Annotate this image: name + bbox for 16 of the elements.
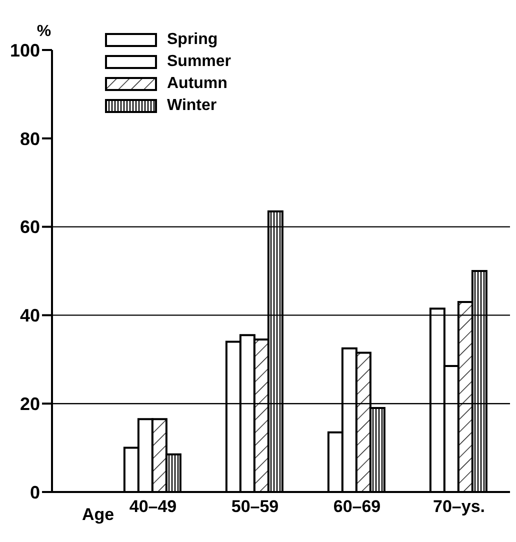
legend-label: Spring	[167, 31, 218, 49]
x-tick-label: 50–59	[231, 497, 279, 516]
legend-label: Winter	[167, 97, 217, 115]
y-tick-label: 0	[30, 482, 40, 502]
y-tick-label: 60	[20, 217, 40, 238]
x-tick-label: 40–49	[129, 497, 177, 516]
x-tick-label: 70–ys.	[433, 497, 485, 516]
x-axis-title: Age	[82, 505, 114, 524]
y-tick-label: 80	[20, 128, 40, 149]
x-tick-label: 60–69	[333, 497, 381, 516]
y-tick-label: 40	[20, 306, 40, 326]
y-tick-label: 100	[10, 40, 40, 60]
legend-label: Summer	[167, 53, 232, 71]
legend-label: Autumn	[167, 75, 228, 93]
y-axis-title: %	[36, 23, 52, 40]
y-tick-label: 20	[20, 394, 40, 414]
